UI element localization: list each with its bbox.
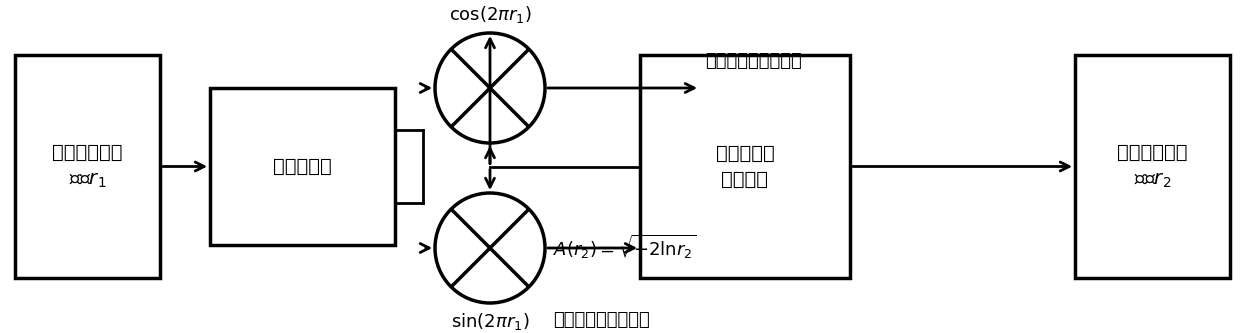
Text: 均匀分布随机
序列$r_2$: 均匀分布随机 序列$r_2$ xyxy=(1117,143,1188,190)
Bar xyxy=(210,88,396,245)
Text: 复高斯随机序列虚部: 复高斯随机序列虚部 xyxy=(553,311,650,329)
Bar xyxy=(15,55,160,278)
Text: $\sin(2\pi r_1)$: $\sin(2\pi r_1)$ xyxy=(451,311,529,332)
Text: 复高斯随机序列实部: 复高斯随机序列实部 xyxy=(706,52,802,70)
Bar xyxy=(1075,55,1230,278)
Circle shape xyxy=(435,33,546,143)
Bar xyxy=(640,55,849,278)
Text: 对数开方函
数查找表: 对数开方函 数查找表 xyxy=(715,144,774,189)
Text: $\cos(2\pi r_1)$: $\cos(2\pi r_1)$ xyxy=(449,4,532,25)
Text: 正弦查找表: 正弦查找表 xyxy=(273,157,332,176)
Text: $A(r_2)=\sqrt{-2\mathrm{ln}r_2}$: $A(r_2)=\sqrt{-2\mathrm{ln}r_2}$ xyxy=(553,233,697,261)
Circle shape xyxy=(435,193,546,303)
Text: 均匀分布随机
序列$r_1$: 均匀分布随机 序列$r_1$ xyxy=(52,143,123,190)
